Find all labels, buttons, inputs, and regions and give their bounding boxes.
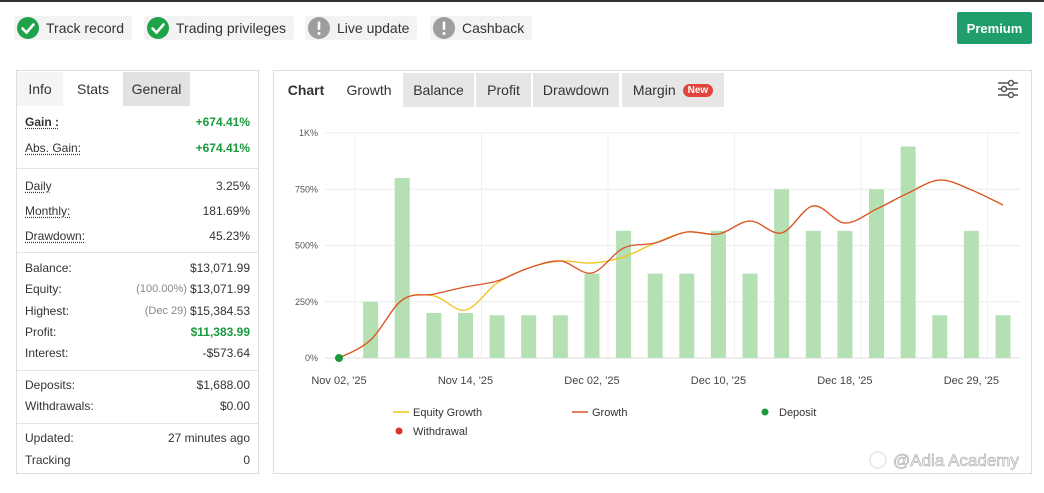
stat-note: (100.00%) xyxy=(136,283,187,296)
stat-value: $0.00 xyxy=(219,399,250,413)
stat-row: Profit: $11,383.99 xyxy=(25,323,250,341)
tab: Balance xyxy=(403,73,474,107)
badge-label: Trading privileges xyxy=(176,20,286,36)
check xyxy=(21,23,35,35)
stat-value: +674.41% xyxy=(195,115,250,129)
icon-circle xyxy=(147,17,169,39)
stat-value: $1,688.00 xyxy=(196,378,250,392)
stat-value: $13,071.99 xyxy=(189,261,250,275)
stat-value: 0 xyxy=(243,453,250,467)
stat-label: Abs. Gain: xyxy=(25,141,82,155)
stats-panel xyxy=(16,70,259,474)
tab: Margin New xyxy=(622,73,724,107)
separator xyxy=(17,252,258,253)
stat-value: +674.41% xyxy=(195,141,250,155)
stat-row: Updated: 27 minutes ago xyxy=(25,429,250,447)
badge-icon xyxy=(308,17,330,39)
tab-label: Margin xyxy=(632,82,676,98)
badge: Track record xyxy=(14,16,133,40)
stat-label: Drawdown: xyxy=(25,229,86,243)
stat-label: Highest: xyxy=(25,303,70,318)
exclaim xyxy=(442,21,446,30)
chart-panel xyxy=(273,70,1032,474)
separator xyxy=(17,168,258,169)
stat-label: Tracking xyxy=(25,453,71,467)
tab-label: Profit xyxy=(487,82,520,98)
settings-icon[interactable] xyxy=(996,78,1020,100)
stat-row: Tracking 0 xyxy=(25,451,250,469)
stat-value: 27 minutes ago xyxy=(167,431,250,445)
stat-note: (Dec 29) xyxy=(144,304,187,317)
stat-row: Monthly: 181.69% xyxy=(25,202,250,220)
icon-circle xyxy=(17,17,39,39)
stat-row: Daily 3.25% xyxy=(25,177,250,195)
exclaim xyxy=(317,21,321,30)
stat-value: $11,383.99 xyxy=(190,324,250,339)
premium-button[interactable]: Premium xyxy=(957,12,1032,44)
stat-row: Highest: (Dec 29) $15,384.53 xyxy=(25,302,250,320)
tab: Growth xyxy=(336,73,402,107)
stat-row: Equity: (100.00%) $13,071.99 xyxy=(25,280,250,298)
badge-label: Track record xyxy=(46,20,125,36)
chart-tab-title: Chart xyxy=(287,82,325,98)
tab: Info xyxy=(17,72,63,106)
stat-label: Interest: xyxy=(25,346,69,361)
stat-value: 3.25% xyxy=(215,179,250,193)
tab-label: Growth xyxy=(346,82,392,98)
stat-value: $15,384.53 xyxy=(189,303,250,318)
stat-label: Equity: xyxy=(25,282,62,297)
stat-value: $13,071.99 xyxy=(189,282,250,297)
stat-row: Interest: -$573.64 xyxy=(25,344,250,362)
badge-label: Live update xyxy=(337,20,410,36)
top-border xyxy=(0,0,1044,2)
stat-label: Daily xyxy=(25,179,52,193)
stat-value: 181.69% xyxy=(202,204,250,218)
exclaim-dot xyxy=(442,32,446,35)
stat-label: Updated: xyxy=(25,431,74,445)
stat-row: Abs. Gain: +674.41% xyxy=(25,139,250,157)
exclaim-dot xyxy=(317,32,321,35)
tab: Stats xyxy=(64,72,122,106)
badge-icon xyxy=(433,17,455,39)
stat-row: Gain : +674.41% xyxy=(25,113,250,131)
stat-row: Deposits: $1,688.00 xyxy=(25,376,250,394)
tab-label: Drawdown xyxy=(542,82,610,98)
stat-label: Gain : xyxy=(25,115,60,129)
new-badge: New xyxy=(682,83,714,97)
stat-value: -$573.64 xyxy=(202,346,250,361)
tab-label: Balance xyxy=(413,82,464,98)
badge-icon xyxy=(17,17,39,39)
separator xyxy=(17,423,258,424)
tab: General xyxy=(123,72,190,106)
stat-row: Balance: $13,071.99 xyxy=(25,259,250,277)
stat-label: Withdrawals: xyxy=(25,399,94,413)
badge: Cashback xyxy=(430,16,533,40)
stat-label: Deposits: xyxy=(25,378,76,392)
badge-label: Cashback xyxy=(462,20,525,36)
badge: Live update xyxy=(305,16,418,40)
tab: Profit xyxy=(476,73,531,107)
stat-row: Drawdown: 45.23% xyxy=(25,227,250,245)
stat-row: Withdrawals: $0.00 xyxy=(25,397,250,415)
badge: Trading privileges xyxy=(144,16,294,40)
stat-label: Balance: xyxy=(25,261,72,275)
tab: Drawdown xyxy=(533,73,619,107)
separator xyxy=(17,370,258,371)
badge-icon xyxy=(147,17,169,39)
stat-label: Monthly: xyxy=(25,204,71,218)
stat-value: 45.23% xyxy=(209,229,250,243)
check xyxy=(151,23,165,35)
stat-label: Profit: xyxy=(25,324,57,339)
